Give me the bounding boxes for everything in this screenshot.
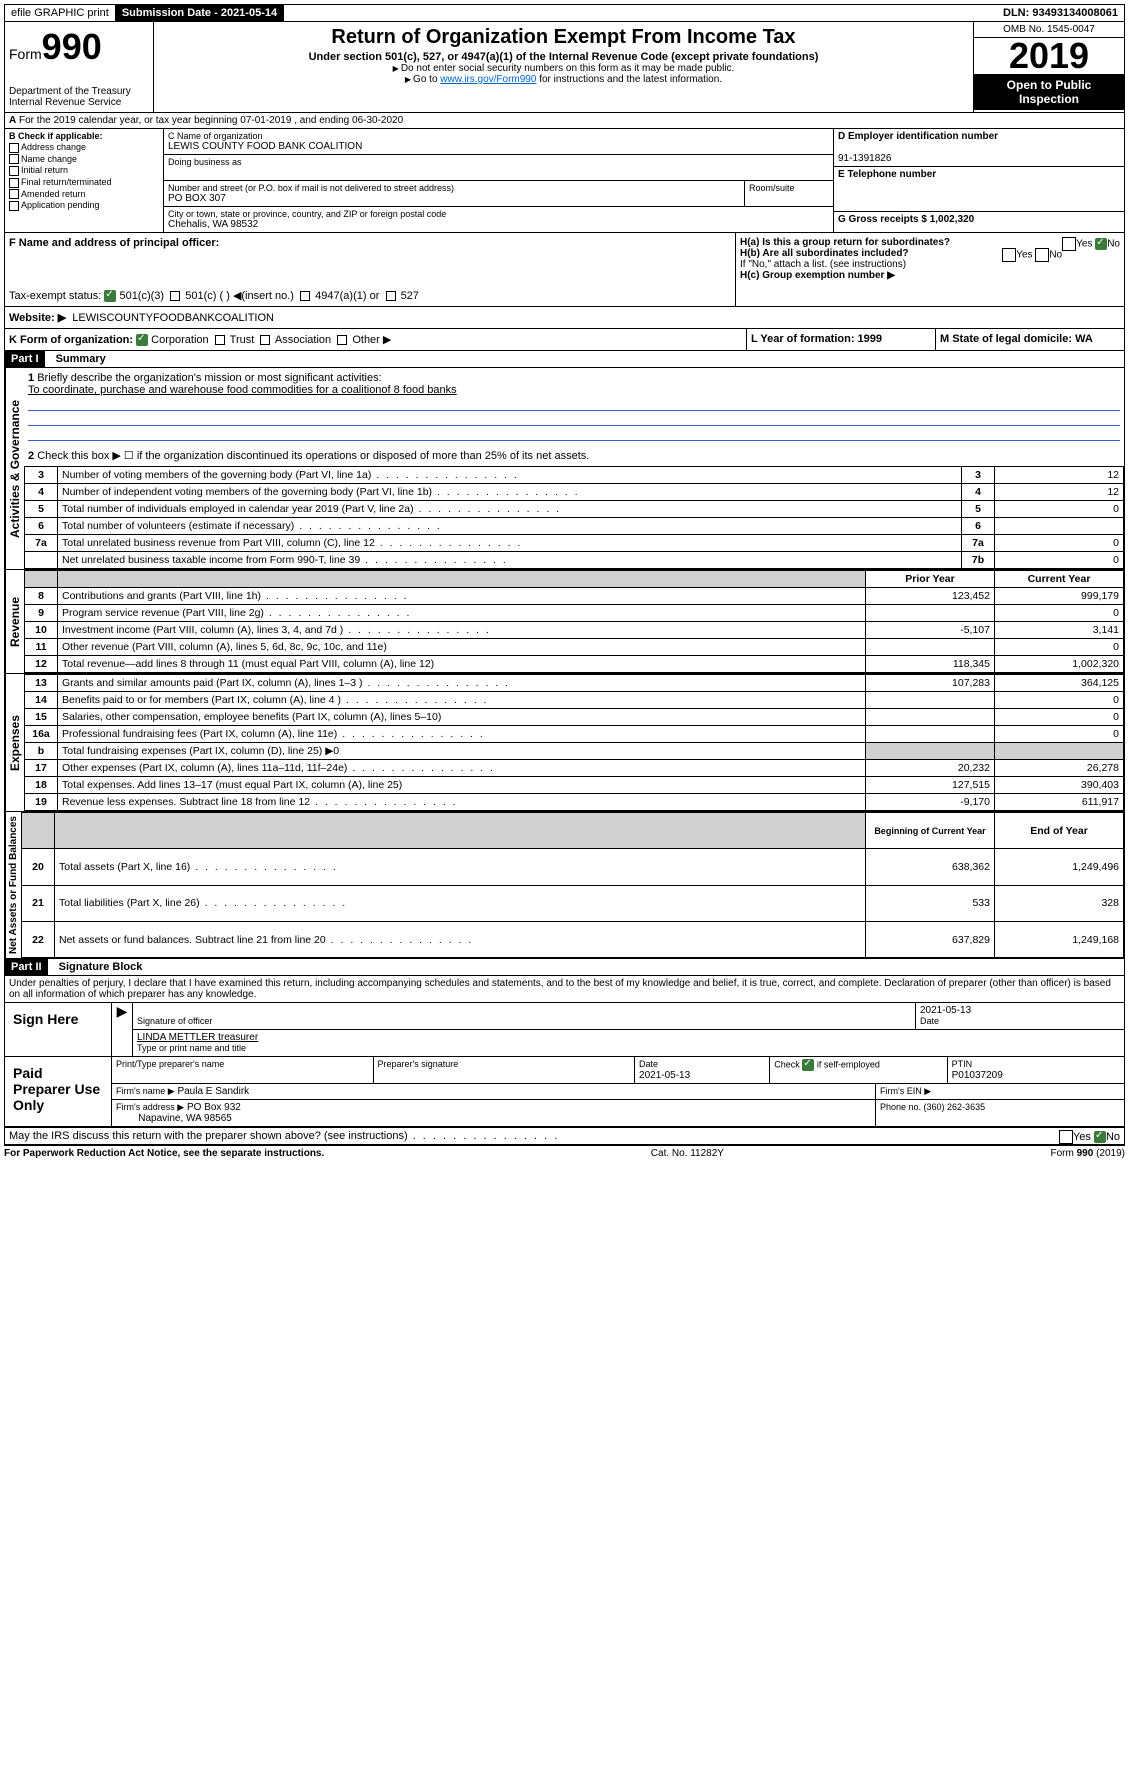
firm-ein-cell: Firm's EIN ▶ — [875, 1084, 1124, 1099]
info-grid: B Check if applicable: Address change Na… — [4, 129, 1125, 233]
part1-badge: Part I — [5, 351, 45, 367]
check-application-pending[interactable]: Application pending — [9, 200, 159, 211]
telephone-cell: E Telephone number — [834, 167, 1124, 212]
box-l: L Year of formation: 1999 — [746, 329, 935, 350]
table-row: 11Other revenue (Part VIII, column (A), … — [25, 639, 1124, 656]
sign-here-label: Sign Here — [5, 1003, 111, 1056]
table-row: 21Total liabilities (Part X, line 26)533… — [22, 885, 1124, 921]
org-name-cell: C Name of organization LEWIS COUNTY FOOD… — [164, 129, 833, 155]
table-row: 15Salaries, other compensation, employee… — [25, 709, 1124, 726]
top-bar: efile GRAPHIC print Submission Date - 20… — [4, 4, 1125, 22]
gross-receipts-cell: G Gross receipts $ 1,002,320 — [834, 212, 1124, 227]
vert-revenue: Revenue — [5, 570, 24, 673]
prep-name-cell: Print/Type preparer's name — [111, 1057, 373, 1083]
gov-table: 3Number of voting members of the governi… — [24, 466, 1124, 569]
prep-sig-cell: Preparer's signature — [373, 1057, 635, 1083]
table-row: 19Revenue less expenses. Subtract line 1… — [25, 794, 1124, 811]
part2-badge: Part II — [5, 959, 48, 975]
form-note2: Go to www.irs.gov/Form990 for instructio… — [158, 74, 969, 85]
irs-link[interactable]: www.irs.gov/Form990 — [440, 74, 536, 85]
vert-net-assets: Net Assets or Fund Balances — [5, 812, 21, 958]
ptin-cell: PTINP01037209 — [947, 1057, 1124, 1083]
table-row: 5Total number of individuals employed in… — [25, 501, 1124, 518]
check-initial-return[interactable]: Initial return — [9, 165, 159, 176]
room-suite-cell: Room/suite — [744, 181, 833, 206]
self-employed-cell: Check if self-employed — [769, 1057, 946, 1083]
officer-signature-cell: Signature of officer — [132, 1003, 915, 1029]
city-cell: City or town, state or province, country… — [164, 207, 833, 232]
vert-governance: Activities & Governance — [5, 368, 24, 569]
box-k: K Form of organization: Corporation Trus… — [5, 329, 746, 350]
perjury-declaration: Under penalties of perjury, I declare th… — [4, 976, 1125, 1003]
table-row: 10Investment income (Part VIII, column (… — [25, 622, 1124, 639]
check-final-return[interactable]: Final return/terminated — [9, 177, 159, 188]
address-cell: Number and street (or P.O. box if mail i… — [164, 181, 744, 206]
arrow-icon: ▶ — [111, 1003, 132, 1056]
table-row: 7aTotal unrelated business revenue from … — [25, 535, 1124, 552]
check-amended-return[interactable]: Amended return — [9, 189, 159, 200]
table-row: 22Net assets or fund balances. Subtract … — [22, 921, 1124, 957]
table-row: 14Benefits paid to or for members (Part … — [25, 692, 1124, 709]
table-row: 12Total revenue—add lines 8 through 11 (… — [25, 656, 1124, 673]
box-b: B Check if applicable: Address change Na… — [5, 129, 164, 232]
table-row: 13Grants and similar amounts paid (Part … — [25, 675, 1124, 692]
dba-cell: Doing business as — [164, 155, 833, 181]
section-a: A For the 2019 calendar year, or tax yea… — [4, 113, 1125, 129]
table-row: 17Other expenses (Part IX, column (A), l… — [25, 760, 1124, 777]
phone-cell: Phone no. (360) 262-3635 — [875, 1100, 1124, 1126]
form-header: Form990 Department of the Treasury Inter… — [4, 22, 1125, 113]
dept-label: Department of the Treasury Internal Reve… — [9, 86, 149, 108]
prep-date-cell: Date2021-05-13 — [634, 1057, 769, 1083]
table-row: 16aProfessional fundraising fees (Part I… — [25, 726, 1124, 743]
table-row: 9Program service revenue (Part VIII, lin… — [25, 605, 1124, 622]
efile-link[interactable]: efile GRAPHIC print — [5, 5, 116, 21]
form-number: 990 — [42, 26, 102, 67]
submission-date-button[interactable]: Submission Date - 2021-05-14 — [116, 5, 284, 21]
open-public-badge: Open to Public Inspection — [974, 74, 1124, 110]
paid-preparer-label: Paid Preparer Use Only — [5, 1057, 111, 1126]
firm-address-cell: Firm's address ▶ PO Box 932 Napavine, WA… — [111, 1100, 875, 1126]
net-assets-table: Beginning of Current YearEnd of Year 20T… — [21, 812, 1124, 958]
vert-expenses: Expenses — [5, 674, 24, 811]
expenses-table: 13Grants and similar amounts paid (Part … — [24, 674, 1124, 811]
revenue-table: Prior YearCurrent Year 8Contributions an… — [24, 570, 1124, 673]
tax-year: 2019 — [974, 38, 1124, 74]
check-address-change[interactable]: Address change — [9, 142, 159, 153]
dln-label: DLN: 93493134008061 — [997, 5, 1124, 21]
part2-title: Signature Block — [51, 961, 143, 973]
box-m: M State of legal domicile: WA — [935, 329, 1124, 350]
table-row: 4Number of independent voting members of… — [25, 484, 1124, 501]
firm-name-cell: Firm's name ▶ Paula E Sandirk — [111, 1084, 875, 1099]
table-row: 18Total expenses. Add lines 13–17 (must … — [25, 777, 1124, 794]
officer-name-cell: LINDA METTLER treasurer Type or print na… — [132, 1030, 1124, 1056]
form-note1: Do not enter social security numbers on … — [158, 63, 969, 74]
part1-title: Summary — [48, 353, 106, 365]
website-row: Website: ▶ LEWISCOUNTYFOODBANKCOALITION — [4, 307, 1125, 329]
box-h: H(a) Is this a group return for subordin… — [735, 233, 1124, 306]
check-icon — [104, 290, 116, 302]
table-row: bTotal fundraising expenses (Part IX, co… — [25, 743, 1124, 760]
form-label: Form — [9, 46, 42, 62]
table-row: Net unrelated business taxable income fr… — [25, 552, 1124, 569]
box-f: F Name and address of principal officer:… — [5, 233, 735, 306]
footer: For Paperwork Reduction Act Notice, see … — [4, 1145, 1125, 1161]
discuss-row: May the IRS discuss this return with the… — [4, 1128, 1125, 1145]
form-subtitle: Under section 501(c), 527, or 4947(a)(1)… — [158, 51, 969, 63]
table-row: 20Total assets (Part X, line 16)638,3621… — [22, 849, 1124, 885]
ein-cell: D Employer identification number 91-1391… — [834, 129, 1124, 167]
table-row: 3Number of voting members of the governi… — [25, 467, 1124, 484]
check-name-change[interactable]: Name change — [9, 154, 159, 165]
form-title: Return of Organization Exempt From Incom… — [158, 26, 969, 49]
sig-date-cell: 2021-05-13Date — [915, 1003, 1124, 1029]
table-row: 6Total number of volunteers (estimate if… — [25, 518, 1124, 535]
mission-text: To coordinate, purchase and warehouse fo… — [28, 384, 457, 396]
table-row: 8Contributions and grants (Part VIII, li… — [25, 588, 1124, 605]
